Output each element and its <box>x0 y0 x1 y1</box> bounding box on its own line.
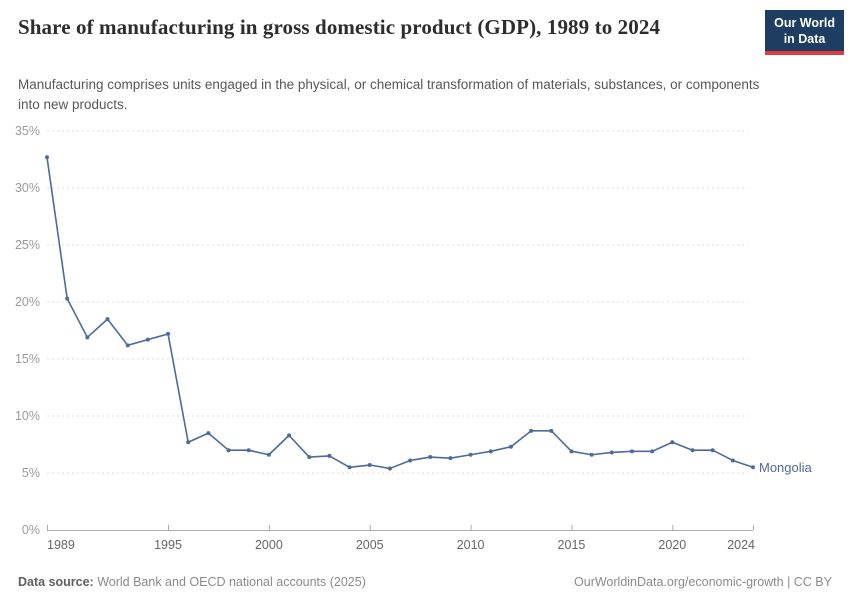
data-point[interactable] <box>206 431 211 436</box>
x-axis-label: 2000 <box>255 538 283 552</box>
data-point[interactable] <box>226 448 231 453</box>
data-source: Data source: World Bank and OECD nationa… <box>18 575 366 589</box>
data-point[interactable] <box>347 465 352 470</box>
x-axis: 1989 1995 2000 2005 2010 2015 2020 2024 <box>47 525 755 552</box>
data-point[interactable] <box>751 465 755 470</box>
data-point[interactable] <box>730 458 735 463</box>
x-axis-label: 2005 <box>356 538 384 552</box>
series-line[interactable] <box>46 156 754 470</box>
chart-footer: Data source: World Bank and OECD nationa… <box>18 575 832 589</box>
data-point[interactable] <box>65 296 70 301</box>
data-point[interactable] <box>125 343 130 348</box>
x-axis-label: 1989 <box>47 538 75 552</box>
y-axis-label: 25% <box>15 238 40 252</box>
data-point[interactable] <box>408 458 413 463</box>
y-axis-label: 0% <box>22 523 40 537</box>
data-point[interactable] <box>569 449 574 454</box>
y-axis-label: 5% <box>22 466 40 480</box>
data-point[interactable] <box>307 455 312 460</box>
credit-link[interactable]: OurWorldinData.org/economic-growth | CC … <box>574 575 832 589</box>
y-axis-label: 15% <box>15 352 40 366</box>
y-axis-label: 20% <box>15 295 40 309</box>
data-point[interactable] <box>468 452 473 457</box>
data-point[interactable] <box>609 450 614 455</box>
x-axis-label: 2015 <box>558 538 586 552</box>
data-point[interactable] <box>690 448 695 453</box>
y-axis-label: 10% <box>15 409 40 423</box>
data-point[interactable] <box>629 449 634 454</box>
data-point[interactable] <box>186 440 191 445</box>
x-axis-label: 2024 <box>727 538 755 552</box>
x-axis-label: 2020 <box>658 538 686 552</box>
series-end-label[interactable]: Mongolia <box>759 460 813 475</box>
data-point[interactable] <box>367 463 372 468</box>
data-point[interactable] <box>327 453 332 458</box>
data-points[interactable] <box>45 155 755 471</box>
data-point[interactable] <box>428 455 433 460</box>
data-point[interactable] <box>145 337 150 342</box>
data-point[interactable] <box>287 433 292 438</box>
y-axis-label: 30% <box>15 181 40 195</box>
chart-title: Share of manufacturing in gross domestic… <box>18 15 661 39</box>
data-point[interactable] <box>448 456 453 461</box>
data-point[interactable] <box>508 444 513 449</box>
data-point[interactable] <box>650 449 655 454</box>
data-source-text: World Bank and OECD national accounts (2… <box>93 575 366 589</box>
owid-logo-line2: in Data <box>783 32 826 47</box>
y-axis-label: 35% <box>15 124 40 138</box>
data-point[interactable] <box>488 449 493 454</box>
x-axis-label: 1995 <box>154 538 182 552</box>
owid-logo[interactable]: Our World in Data <box>765 10 844 55</box>
data-point[interactable] <box>549 428 554 433</box>
y-axis: 0% 5% 10% 15% 20% 25% 30% 35% <box>15 124 748 537</box>
data-point[interactable] <box>670 440 675 445</box>
data-source-label: Data source: <box>18 575 94 589</box>
x-axis-label: 2010 <box>457 538 485 552</box>
data-point[interactable] <box>45 155 49 160</box>
data-point[interactable] <box>529 428 534 433</box>
chart-subtitle: Manufacturing comprises units engaged in… <box>18 77 760 112</box>
data-point[interactable] <box>266 452 271 457</box>
data-point[interactable] <box>387 466 392 471</box>
data-point[interactable] <box>589 452 594 457</box>
data-point[interactable] <box>246 448 251 453</box>
data-point[interactable] <box>166 331 171 336</box>
data-point[interactable] <box>105 317 110 322</box>
data-point[interactable] <box>710 448 715 453</box>
owid-logo-line1: Our World <box>774 16 835 30</box>
data-point[interactable] <box>85 335 90 340</box>
